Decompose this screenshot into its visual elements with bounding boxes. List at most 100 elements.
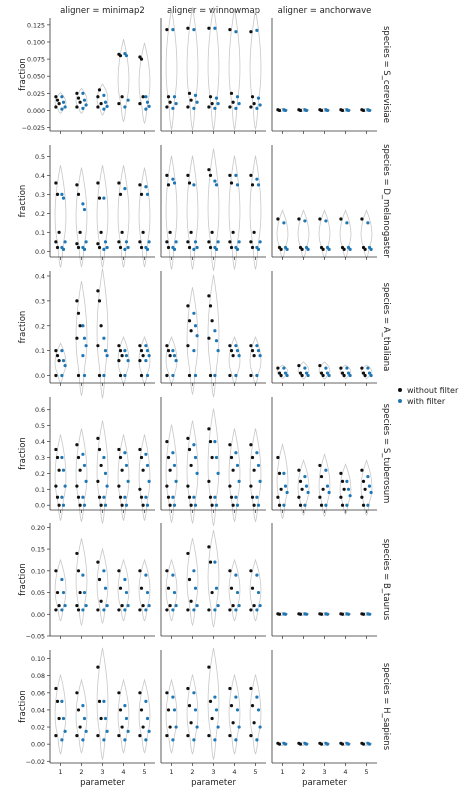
panel-r3-c1 xyxy=(49,268,155,400)
point-without-filter xyxy=(252,230,256,234)
point-with-filter xyxy=(172,708,177,712)
point-with-filter xyxy=(102,608,106,612)
x-tick-label: 1 xyxy=(169,768,173,776)
point-without-filter xyxy=(139,708,144,712)
point-without-filter xyxy=(228,240,232,244)
violin-outline xyxy=(276,442,289,520)
point-without-filter xyxy=(141,503,145,507)
point-with-filter xyxy=(123,704,127,708)
point-with-filter xyxy=(216,603,220,608)
point-with-filter xyxy=(324,468,328,472)
point-with-filter xyxy=(63,363,67,368)
point-without-filter xyxy=(318,463,322,468)
point-without-filter xyxy=(207,665,211,669)
point-without-filter xyxy=(207,479,211,483)
point-with-filter xyxy=(147,603,151,608)
point-with-filter xyxy=(235,708,240,712)
point-with-filter xyxy=(123,349,127,353)
y-axis-label: fraction xyxy=(18,185,28,218)
point-without-filter xyxy=(207,294,211,298)
point-with-filter xyxy=(124,590,129,595)
point-with-filter xyxy=(283,742,288,746)
point-without-filter xyxy=(210,716,214,721)
x-tick-label: 4 xyxy=(232,768,236,776)
point-with-filter xyxy=(256,183,261,187)
point-with-filter xyxy=(174,603,178,608)
violin-outline xyxy=(318,453,331,518)
point-with-filter xyxy=(81,106,85,110)
point-with-filter xyxy=(103,240,108,244)
point-with-filter xyxy=(144,608,148,612)
point-with-filter xyxy=(124,240,129,244)
point-without-filter xyxy=(229,586,234,590)
point-with-filter xyxy=(82,463,87,468)
point-without-filter xyxy=(279,373,283,378)
point-without-filter xyxy=(78,590,82,595)
point-with-filter xyxy=(346,742,351,746)
point-with-filter xyxy=(147,104,151,108)
point-without-filter xyxy=(189,230,193,234)
point-without-filter xyxy=(96,479,100,483)
point-without-filter xyxy=(189,98,193,102)
point-with-filter xyxy=(235,590,240,595)
point-with-filter xyxy=(60,373,64,378)
point-without-filter xyxy=(139,455,144,460)
point-with-filter xyxy=(81,452,85,456)
point-with-filter xyxy=(195,471,199,475)
violin-outline xyxy=(297,459,310,516)
point-without-filter xyxy=(168,468,172,472)
point-without-filter xyxy=(54,95,58,99)
point-without-filter xyxy=(228,484,232,488)
point-with-filter xyxy=(144,185,148,189)
point-without-filter xyxy=(249,443,253,447)
violin-outline xyxy=(138,678,151,754)
point-without-filter xyxy=(96,608,100,612)
point-with-filter xyxy=(258,103,262,107)
column-header-3: aligner = anchorwave xyxy=(278,6,372,16)
point-with-filter xyxy=(81,704,85,708)
point-without-filter xyxy=(249,569,253,573)
point-without-filter xyxy=(318,217,322,221)
point-with-filter xyxy=(258,240,262,244)
point-without-filter xyxy=(189,463,193,468)
violin-outline xyxy=(96,647,109,761)
point-with-filter xyxy=(369,373,373,378)
point-with-filter xyxy=(126,245,130,250)
point-with-filter xyxy=(123,105,127,109)
point-with-filter xyxy=(144,359,148,363)
legend-label: with filter xyxy=(407,397,446,406)
point-with-filter xyxy=(60,107,64,111)
point-with-filter xyxy=(145,247,150,252)
violin-outline xyxy=(138,434,151,522)
point-with-filter xyxy=(258,354,262,358)
point-without-filter xyxy=(250,183,255,187)
point-with-filter xyxy=(192,495,196,499)
point-without-filter xyxy=(120,468,124,472)
point-without-filter xyxy=(342,247,346,252)
point-with-filter xyxy=(147,354,151,358)
point-without-filter xyxy=(340,612,345,616)
point-without-filter xyxy=(96,105,100,109)
point-with-filter xyxy=(303,503,307,507)
point-without-filter xyxy=(210,590,214,595)
point-with-filter xyxy=(126,603,130,608)
point-without-filter xyxy=(361,503,366,507)
point-without-filter xyxy=(165,484,169,488)
x-tick-label: 2 xyxy=(190,768,194,776)
violin-outline xyxy=(165,424,178,524)
y-axis-label: fraction xyxy=(18,563,28,596)
point-without-filter xyxy=(187,704,192,708)
y-tick-label: 0.06 xyxy=(31,690,45,697)
violin-outline xyxy=(207,148,220,272)
point-without-filter xyxy=(139,495,144,499)
point-without-filter xyxy=(186,173,190,177)
point-with-filter xyxy=(171,495,175,499)
point-without-filter xyxy=(207,336,211,340)
point-without-filter xyxy=(99,599,103,603)
point-with-filter xyxy=(60,349,64,353)
point-with-filter xyxy=(306,490,310,495)
y-axis-label: fraction xyxy=(18,58,28,91)
violin-outline xyxy=(138,42,151,125)
point-with-filter xyxy=(366,503,370,507)
